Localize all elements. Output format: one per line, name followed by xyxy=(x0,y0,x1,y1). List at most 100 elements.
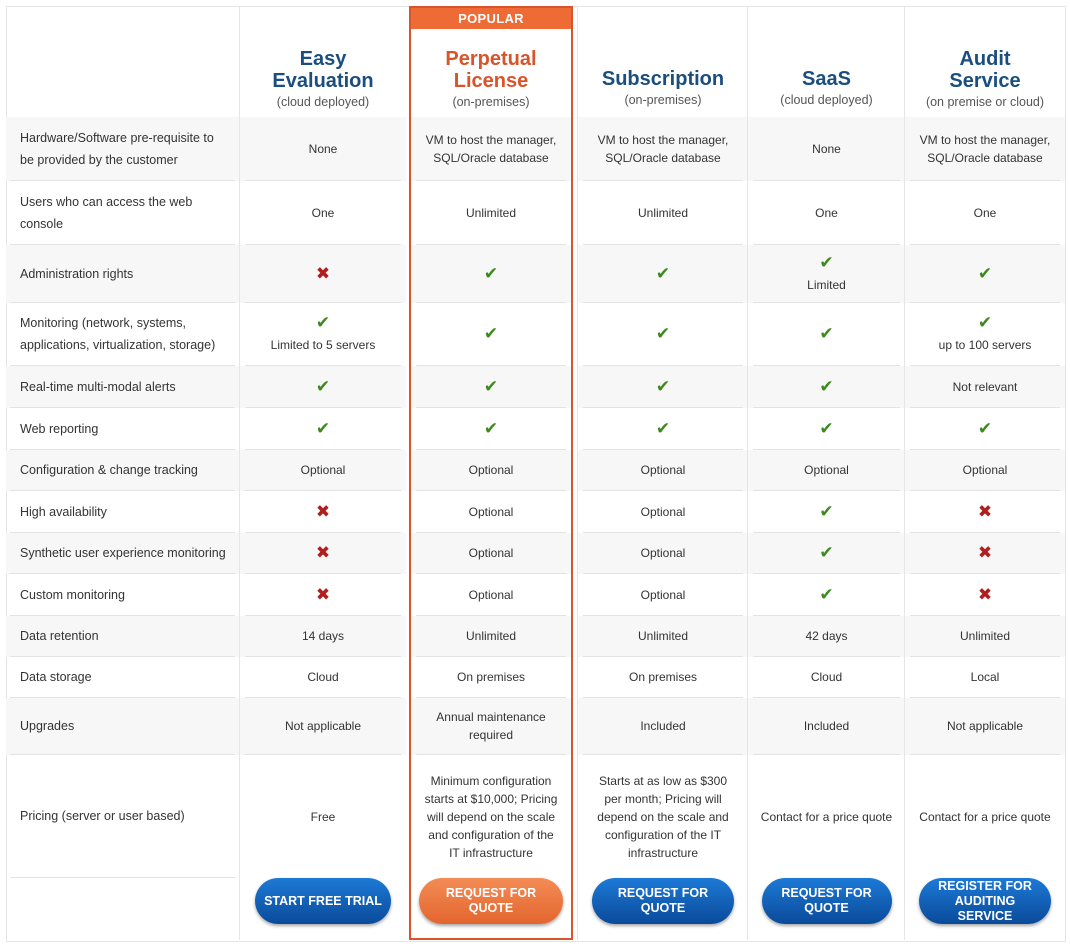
plan-cell: 14 days xyxy=(240,616,406,657)
plan-cell: Included xyxy=(578,698,748,755)
plan-cell-content: ✔ Limited to 5 servers xyxy=(245,303,401,366)
plan-cell: ✔ xyxy=(748,533,905,574)
plan-cell-content: Optional xyxy=(910,450,1060,491)
plan-column-subscription: Subscription (on-premises) VM to host the … xyxy=(577,6,748,940)
plan-cell-text: Optional xyxy=(468,463,514,477)
plan-cell: ✖ xyxy=(240,533,406,574)
plan-cell-text: 42 days xyxy=(805,629,848,643)
plan-cell-content: VM to host the manager, SQL/Oracle datab… xyxy=(910,117,1060,181)
plan-cell-content: ✔ xyxy=(245,408,401,450)
feature-row: Users who can access the web console xyxy=(6,181,239,245)
plan-cell-content: ✔ xyxy=(753,533,900,574)
plan-header: Easy Evaluation (cloud deployed) xyxy=(240,48,406,109)
plan-cell-content: On premises xyxy=(416,657,566,698)
plan-cell-text: Local xyxy=(970,670,1000,684)
plan-cell-content: Minimum configuration starts at $10,000;… xyxy=(416,755,566,878)
plan-title: Perpetual License xyxy=(445,48,537,92)
plan-cell-text: Optional xyxy=(468,587,514,602)
plan-cell-content: Optional xyxy=(583,491,743,533)
plan-cell: VM to host the manager, SQL/Oracle datab… xyxy=(578,117,748,181)
plan-cell: ✔ xyxy=(578,245,748,303)
plan-cell-content: Starts at as low as $300 per month; Pric… xyxy=(583,755,743,878)
plan-cell-text: Cloud xyxy=(810,670,843,684)
plan-cell-text: VM to host the manager, SQL/Oracle datab… xyxy=(425,132,557,165)
plan-cell: On premises xyxy=(578,657,748,698)
plan-cell-content: Optional xyxy=(416,574,566,616)
plan-cell-text: Minimum configuration starts at $10,000;… xyxy=(424,773,558,860)
plan-cell: ✔ xyxy=(748,408,905,450)
feature-row: Synthetic user experience monitoring xyxy=(6,533,239,574)
plan-cell: ✔ xyxy=(748,366,905,408)
plan-cell: Not applicable xyxy=(240,698,406,755)
plan-cell-content: Contact for a price quote xyxy=(910,755,1060,878)
plan-cell-content: Contact for a price quote xyxy=(753,755,900,878)
plan-cell: ✔ xyxy=(240,408,406,450)
check-icon: ✔ xyxy=(819,376,834,396)
request-for-quote-button[interactable]: REQUEST FOR QUOTE xyxy=(419,878,563,924)
plan-cell-content: Not applicable xyxy=(910,698,1060,755)
plan-cell: Optional xyxy=(411,574,571,616)
plan-cell: ✖ xyxy=(240,491,406,533)
plan-subtitle: (cloud deployed) xyxy=(276,95,370,109)
cross-icon: ✖ xyxy=(315,263,331,283)
plan-cell-text: Starts at as low as $300 per month; Pric… xyxy=(597,773,729,860)
plan-cell: Optional xyxy=(578,491,748,533)
check-icon: ✔ xyxy=(655,376,671,396)
plan-cell: ✔ xyxy=(240,366,406,408)
plan-cell-text: Contact for a price quote xyxy=(919,809,1051,824)
plan-cell-content: ✖ xyxy=(910,533,1060,574)
plan-cell: One xyxy=(240,181,406,245)
plan-cell-content: 42 days xyxy=(753,616,900,657)
plan-cell: One xyxy=(748,181,905,245)
plan-cell: ✔ xyxy=(411,366,571,408)
plan-cell-content: None xyxy=(245,117,401,181)
feature-label: Monitoring (network, systems, applicatio… xyxy=(10,303,235,366)
plan-cell-content: Unlimited xyxy=(416,616,566,657)
plan-cell-text: None xyxy=(812,141,841,156)
plan-cell-content: None xyxy=(753,117,900,181)
plan-cell-content: Unlimited xyxy=(416,181,566,245)
start-free-trial-button[interactable]: START FREE TRIAL xyxy=(255,878,391,924)
check-icon: ✔ xyxy=(483,376,499,396)
check-icon: ✔ xyxy=(819,543,834,562)
plan-subtitle: (on-premises) xyxy=(452,95,530,109)
plan-cell: Optional xyxy=(240,450,406,491)
check-icon: ✔ xyxy=(819,501,834,521)
plan-cell-content: ✔ xyxy=(753,366,900,408)
check-icon: ✔ xyxy=(655,418,671,438)
plan-column-perpetual-license: POPULAR Perpetual License (on-premises) VM … xyxy=(409,6,573,940)
feature-label: Upgrades xyxy=(10,698,235,755)
plan-cell: Not applicable xyxy=(905,698,1065,755)
plan-cell: Contact for a price quote xyxy=(905,755,1065,878)
plan-subtitle: (cloud deployed) xyxy=(780,93,873,107)
plan-cell-text: Optional xyxy=(962,463,1008,477)
plan-cell-content: Optional xyxy=(583,533,743,574)
request-for-quote-button[interactable]: REQUEST FOR QUOTE xyxy=(761,878,892,924)
feature-label: High availability xyxy=(10,491,235,533)
plan-cell: ✔ xyxy=(578,303,748,366)
plan-cell: ✖ xyxy=(240,574,406,616)
plan-cell-content: ✔ xyxy=(416,366,566,408)
plan-cell-text: up to 100 servers xyxy=(938,338,1032,352)
plan-cell-text: Not applicable xyxy=(284,719,362,733)
plan-title: SaaS xyxy=(802,68,851,90)
feature-label: Synthetic user experience monitoring xyxy=(10,533,235,574)
plan-cell-text: One xyxy=(311,205,335,220)
popular-badge: POPULAR xyxy=(411,8,571,29)
request-for-quote-button[interactable]: REQUEST FOR QUOTE xyxy=(592,878,734,924)
plan-cell: VM to host the manager, SQL/Oracle datab… xyxy=(411,117,571,181)
plan-cell: Unlimited xyxy=(411,181,571,245)
cross-icon: ✖ xyxy=(315,543,331,562)
plan-cell: ✖ xyxy=(240,245,406,303)
check-icon: ✔ xyxy=(483,263,499,283)
feature-label: Data storage xyxy=(10,657,235,698)
plan-cell-text: VM to host the manager, SQL/Oracle datab… xyxy=(597,132,729,165)
register-for-auditing-service-button[interactable]: REGISTER FOR AUDITING SERVICE xyxy=(919,878,1051,924)
plan-header: Subscription (on-premises) xyxy=(578,68,748,107)
plan-cell: Optional xyxy=(748,450,905,491)
plan-cell-content: Optional xyxy=(416,533,566,574)
plan-cell: Optional xyxy=(411,533,571,574)
feature-label: Web reporting xyxy=(10,408,235,450)
plan-cell-text: Unlimited xyxy=(465,629,516,643)
plan-cell-text: Annual maintenance required xyxy=(436,710,546,742)
